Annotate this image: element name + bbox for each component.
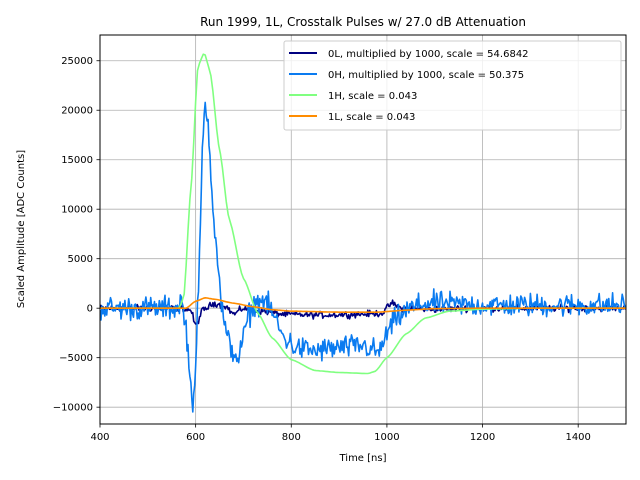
y-tick-label: 5000: [68, 254, 93, 265]
legend-label-0: 0L, multiplied by 1000, scale = 54.6842: [328, 49, 529, 60]
y-tick-label: 25000: [61, 56, 93, 67]
y-tick-label: −5000: [59, 353, 93, 364]
legend-label-3: 1L, scale = 0.043: [328, 112, 415, 123]
y-axis-label: Scaled Amplitude [ADC Counts]: [16, 150, 27, 308]
plot-frame: [99, 34, 627, 425]
x-tick-label: 600: [186, 432, 205, 443]
chart-title: Run 1999, 1L, Crosstalk Pulses w/ 27.0 d…: [200, 15, 526, 29]
x-axis: 400 600 800 1000 1200 1400: [90, 424, 591, 443]
x-tick-label: 800: [282, 432, 301, 443]
x-tick-label: 1200: [470, 432, 495, 443]
x-tick-label: 1000: [374, 432, 399, 443]
y-tick-label: 0: [87, 304, 93, 315]
legend-label-2: 1H, scale = 0.043: [328, 91, 417, 102]
x-tick-label: 400: [90, 432, 109, 443]
x-tick-label: 1400: [565, 432, 590, 443]
y-tick-label: 20000: [61, 106, 93, 117]
y-tick-label: −10000: [53, 403, 93, 414]
series-line-1: [100, 101, 626, 413]
legend-label-1: 0H, multiplied by 1000, scale = 50.375: [328, 70, 524, 81]
series-group: [100, 53, 626, 413]
x-axis-label: Time [ns]: [338, 453, 386, 464]
series-line-3: [100, 296, 626, 314]
legend-box: [283, 40, 622, 131]
y-tick-label: 10000: [61, 205, 93, 216]
legend: 0L, multiplied by 1000, scale = 54.6842 0…: [283, 40, 622, 131]
y-axis: −10000 −5000 0 5000 10000 15000 20000 25000: [53, 56, 100, 414]
y-tick-label: 15000: [61, 155, 93, 166]
